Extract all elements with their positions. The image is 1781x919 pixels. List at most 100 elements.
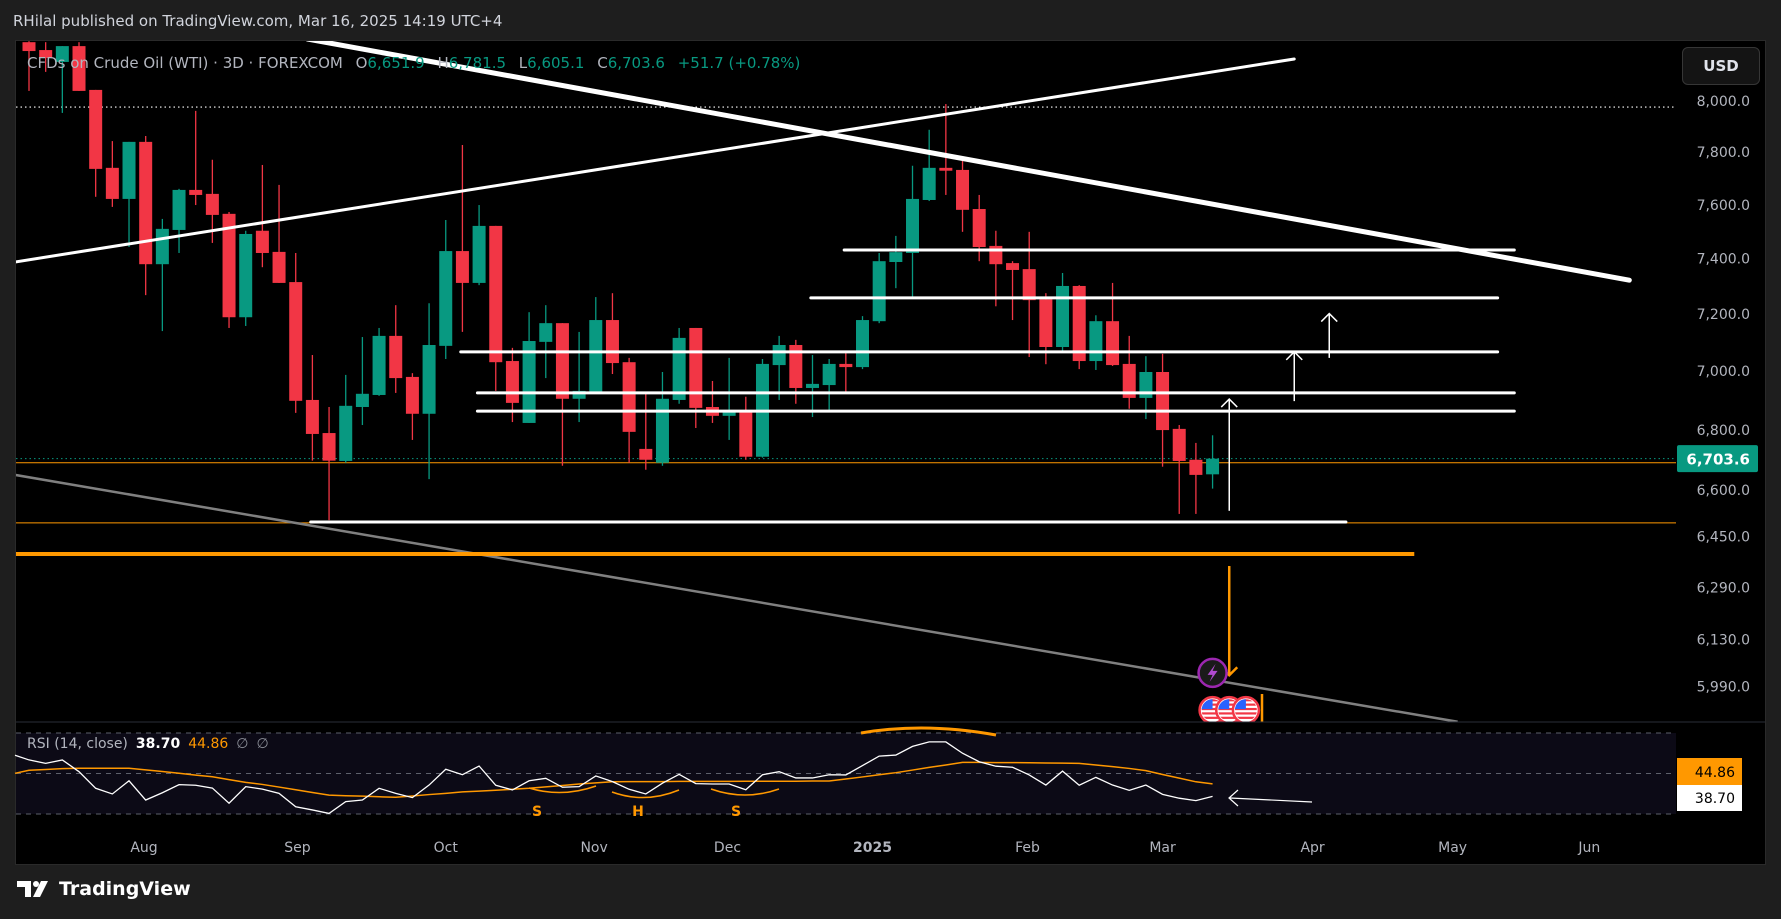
candle[interactable] — [906, 165, 920, 299]
close-value: 6,703.6 — [607, 54, 665, 72]
candle[interactable] — [956, 156, 970, 232]
candle[interactable] — [522, 312, 536, 423]
candle[interactable] — [605, 293, 619, 375]
candle-body — [422, 345, 436, 414]
candle[interactable] — [205, 159, 219, 243]
candle[interactable] — [239, 230, 253, 326]
footer-brand[interactable]: TradingView — [17, 878, 191, 900]
candle[interactable] — [1056, 272, 1070, 352]
candle[interactable] — [372, 327, 386, 396]
candle[interactable] — [722, 357, 736, 440]
candle[interactable] — [272, 184, 286, 283]
candle-body — [822, 363, 836, 386]
candle[interactable] — [105, 141, 119, 207]
candle[interactable] — [489, 225, 503, 391]
candle[interactable] — [989, 230, 1003, 307]
candle-body — [205, 193, 219, 215]
candle[interactable] — [1189, 442, 1203, 514]
candle[interactable] — [472, 205, 486, 286]
candle[interactable] — [705, 380, 719, 423]
candle[interactable] — [1039, 293, 1053, 365]
candle[interactable] — [655, 372, 669, 466]
candle[interactable] — [72, 42, 86, 91]
candle[interactable] — [155, 218, 169, 332]
candle[interactable] — [1089, 315, 1103, 370]
lightning-icon[interactable] — [1197, 657, 1228, 689]
candle[interactable] — [339, 374, 353, 463]
low-value: 6,605.1 — [527, 54, 585, 72]
candle[interactable] — [122, 141, 136, 247]
drawing-trend-heavy-white[interactable] — [305, 39, 1632, 283]
candle-body — [589, 320, 603, 392]
candle-body — [455, 251, 469, 283]
candle-body — [72, 46, 86, 91]
candle[interactable] — [289, 252, 303, 413]
candle-body — [1006, 263, 1020, 270]
close-label: C — [597, 54, 608, 72]
candle[interactable] — [39, 42, 53, 72]
candle[interactable] — [805, 355, 819, 418]
candle[interactable] — [1022, 231, 1036, 358]
candle[interactable] — [405, 373, 419, 440]
candle[interactable] — [822, 359, 836, 413]
candle[interactable] — [139, 135, 153, 296]
candle[interactable] — [1122, 335, 1136, 409]
candle[interactable] — [172, 188, 186, 253]
price-tick-label: 5,990.0 — [1697, 679, 1750, 695]
drawing-trend-white[interactable] — [15, 57, 1296, 264]
candle[interactable] — [389, 305, 403, 393]
candle[interactable] — [1172, 425, 1186, 514]
drawing-trend-gray[interactable] — [15, 473, 1458, 722]
us-flag-icon[interactable] — [1231, 695, 1261, 723]
flag-stripe — [1234, 712, 1257, 715]
candle[interactable] — [856, 316, 869, 370]
high-value: 6,781.5 — [448, 54, 507, 72]
candle[interactable] — [1206, 435, 1220, 489]
candle[interactable] — [639, 391, 653, 470]
candle[interactable] — [839, 351, 853, 392]
candle[interactable] — [22, 41, 36, 91]
candle[interactable] — [439, 219, 453, 360]
candle-body — [972, 209, 986, 247]
candle[interactable] — [939, 104, 953, 195]
candle[interactable] — [189, 110, 203, 206]
candle[interactable] — [755, 359, 769, 458]
candle[interactable] — [305, 355, 319, 461]
candle[interactable] — [539, 305, 553, 379]
candle[interactable] — [922, 129, 936, 202]
flag-stripe — [1234, 716, 1257, 719]
rsi-title[interactable]: RSI (14, close) — [27, 736, 128, 752]
candle-body — [872, 261, 886, 322]
candle-body — [1206, 458, 1220, 475]
candle-body — [55, 46, 69, 62]
candle[interactable] — [1139, 356, 1153, 420]
candle-body — [272, 251, 286, 283]
candle-body — [389, 335, 403, 379]
candle[interactable] — [772, 335, 786, 400]
price-tick-label: 6,600.0 — [1697, 483, 1750, 499]
candle[interactable] — [555, 323, 569, 466]
candle[interactable] — [55, 46, 69, 113]
candle[interactable] — [739, 396, 753, 460]
candle[interactable] — [689, 327, 703, 428]
candle[interactable] — [89, 89, 103, 197]
candle[interactable] — [589, 297, 603, 392]
candle[interactable] — [872, 252, 886, 324]
candle[interactable] — [455, 144, 469, 332]
candle[interactable] — [222, 211, 236, 328]
candle[interactable] — [889, 235, 903, 289]
rsi-ma-value: 44.86 — [188, 736, 229, 752]
candle[interactable] — [255, 164, 269, 268]
candle[interactable] — [422, 303, 436, 480]
candle[interactable] — [1006, 261, 1020, 321]
time-tick-label: Sep — [284, 840, 311, 856]
candle[interactable] — [1106, 282, 1120, 366]
candle[interactable] — [322, 406, 336, 521]
currency-button[interactable]: USD — [1682, 47, 1760, 85]
candle[interactable] — [355, 337, 369, 426]
rsi-value-badge-label: 38.70 — [1695, 791, 1735, 807]
candle[interactable] — [672, 327, 686, 404]
candle[interactable] — [572, 331, 586, 423]
candle-body — [689, 327, 703, 408]
